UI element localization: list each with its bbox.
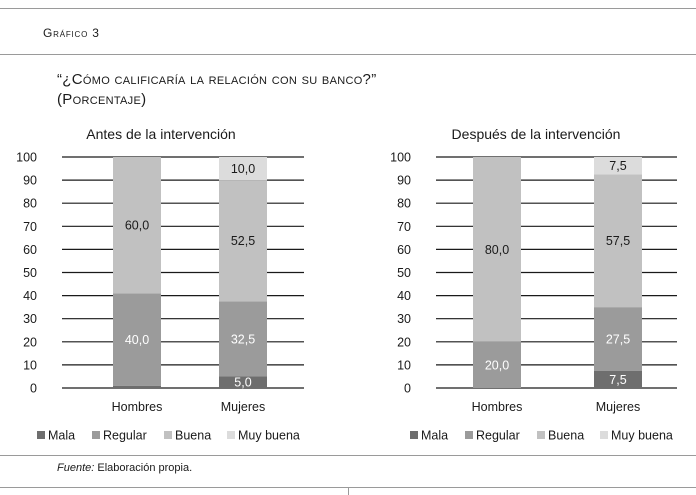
- legend-label-1-3: Muy buena: [611, 429, 673, 443]
- bar-1-1-3: [594, 157, 642, 175]
- y-tick-label-1-40: 40: [397, 289, 411, 303]
- data-label-0-1-2: 52,5: [231, 234, 255, 248]
- y-tick-label-0-60: 60: [23, 243, 37, 257]
- bar-0-1-1: [219, 301, 267, 377]
- y-tick-label-1-60: 60: [397, 243, 411, 257]
- bar-1-1-1: [594, 307, 642, 371]
- source-text: Elaboración propia.: [97, 462, 193, 474]
- y-tick-label-1-0: 0: [404, 382, 411, 396]
- chart-title-1: Después de la intervención: [452, 126, 621, 142]
- source-label: Fuente:: [57, 462, 95, 474]
- data-label-0-0-2: 60,0: [125, 219, 149, 233]
- x-tick-label-1-0: Hombres: [472, 400, 523, 414]
- legend-swatch-1-1: [465, 431, 473, 439]
- data-label-1-1-3: 7,5: [609, 159, 626, 173]
- legend-label-1-0: Mala: [421, 429, 448, 443]
- legend-swatch-0-2: [164, 431, 172, 439]
- y-tick-label-0-70: 70: [23, 220, 37, 234]
- legend-swatch-0-1: [92, 431, 100, 439]
- legend-label-1-2: Buena: [548, 429, 584, 443]
- bar-0-1-2: [219, 180, 267, 302]
- legend-swatch-0-0: [37, 431, 45, 439]
- y-tick-label-0-80: 80: [23, 197, 37, 211]
- header-rule: [0, 54, 696, 55]
- bottom-tick: [348, 487, 349, 495]
- bar-0-1-0: [219, 376, 267, 388]
- legend-label-1-1: Regular: [476, 429, 520, 443]
- y-tick-label-0-0: 0: [30, 382, 37, 396]
- data-label-1-1-1: 27,5: [606, 332, 630, 346]
- chart-title-0: Antes de la intervención: [86, 126, 235, 142]
- x-tick-label-0-1: Mujeres: [221, 400, 265, 414]
- legend-swatch-1-3: [600, 431, 608, 439]
- y-tick-label-1-100: 100: [390, 151, 411, 165]
- bar-1-0-1: [473, 341, 521, 388]
- y-tick-label-0-10: 10: [23, 358, 37, 372]
- legend-label-0-1: Regular: [103, 429, 147, 443]
- data-label-0-1-0: 5,0: [234, 376, 251, 390]
- figure-title-line2: (Porcentaje): [57, 91, 147, 108]
- y-tick-label-0-90: 90: [23, 174, 37, 188]
- y-tick-label-1-50: 50: [397, 266, 411, 280]
- data-label-1-1-0: 7,5: [609, 373, 626, 387]
- figure-source: Fuente: Elaboración propia.: [57, 462, 192, 474]
- y-tick-label-0-100: 100: [16, 151, 37, 165]
- data-label-1-0-2: 80,0: [485, 243, 509, 257]
- figure-title-line1: “¿Cómo calificaría la relación con su ba…: [57, 71, 377, 88]
- bar-1-1-2: [594, 174, 642, 308]
- legend-swatch-1-2: [537, 431, 545, 439]
- x-tick-label-0-0: Hombres: [112, 400, 163, 414]
- legend-label-0-3: Muy buena: [238, 429, 300, 443]
- legend-label-0-0: Mala: [48, 429, 75, 443]
- top-rule: [0, 8, 696, 9]
- data-label-0-1-3: 10,0: [231, 162, 255, 176]
- figure-title: “¿Cómo calificaría la relación con su ba…: [57, 70, 377, 110]
- data-label-1-0-1: 20,0: [485, 358, 509, 372]
- y-tick-label-0-20: 20: [23, 335, 37, 349]
- y-tick-label-0-30: 30: [23, 312, 37, 326]
- bar-0-0-2: [113, 157, 161, 294]
- y-tick-label-1-30: 30: [397, 312, 411, 326]
- bar-1-1-0: [594, 370, 642, 388]
- y-tick-label-0-40: 40: [23, 289, 37, 303]
- legend-label-0-2: Buena: [175, 429, 211, 443]
- data-label-0-0-1: 40,0: [125, 333, 149, 347]
- y-tick-label-1-70: 70: [397, 220, 411, 234]
- legend-swatch-0-3: [227, 431, 235, 439]
- y-tick-label-1-80: 80: [397, 197, 411, 211]
- y-tick-label-1-20: 20: [397, 335, 411, 349]
- bar-0-0-0: [113, 385, 161, 388]
- x-tick-label-1-1: Mujeres: [596, 400, 640, 414]
- figure-label: Gráfico 3: [43, 26, 100, 40]
- data-label-0-1-1: 32,5: [231, 332, 255, 346]
- bar-1-0-2: [473, 157, 521, 342]
- data-label-1-1-2: 57,5: [606, 234, 630, 248]
- y-tick-label-0-50: 50: [23, 266, 37, 280]
- bar-0-0-1: [113, 293, 161, 386]
- y-tick-label-1-10: 10: [397, 358, 411, 372]
- y-tick-label-1-90: 90: [397, 174, 411, 188]
- bar-0-1-3: [219, 157, 267, 181]
- legend-swatch-1-0: [410, 431, 418, 439]
- footer-rule: [0, 455, 696, 456]
